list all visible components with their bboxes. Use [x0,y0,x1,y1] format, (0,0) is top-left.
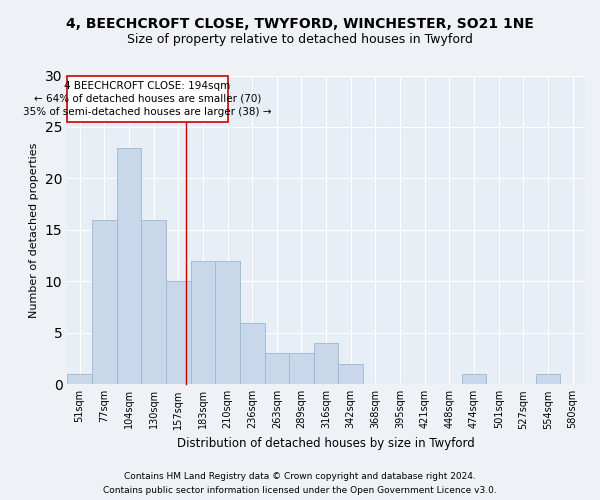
Bar [141,220,166,384]
Bar [289,354,314,384]
Bar [92,220,116,384]
Bar [265,354,289,384]
Text: 4 BEECHCROFT CLOSE: 194sqm: 4 BEECHCROFT CLOSE: 194sqm [64,80,230,90]
X-axis label: Distribution of detached houses by size in Twyford: Distribution of detached houses by size … [177,437,475,450]
Bar [240,322,265,384]
Text: Contains HM Land Registry data © Crown copyright and database right 2024.: Contains HM Land Registry data © Crown c… [124,472,476,481]
Bar [314,343,338,384]
FancyBboxPatch shape [67,76,227,122]
Y-axis label: Number of detached properties: Number of detached properties [29,142,39,318]
Bar [191,261,215,384]
Text: 35% of semi-detached houses are larger (38) →: 35% of semi-detached houses are larger (… [23,106,272,117]
Bar [462,374,487,384]
Text: ← 64% of detached houses are smaller (70): ← 64% of detached houses are smaller (70… [34,94,261,104]
Text: Size of property relative to detached houses in Twyford: Size of property relative to detached ho… [127,32,473,46]
Text: 4, BEECHCROFT CLOSE, TWYFORD, WINCHESTER, SO21 1NE: 4, BEECHCROFT CLOSE, TWYFORD, WINCHESTER… [66,18,534,32]
Bar [338,364,363,384]
Bar [67,374,92,384]
Bar [166,282,191,385]
Bar [116,148,141,384]
Bar [215,261,240,384]
Text: Contains public sector information licensed under the Open Government Licence v3: Contains public sector information licen… [103,486,497,495]
Bar [536,374,560,384]
